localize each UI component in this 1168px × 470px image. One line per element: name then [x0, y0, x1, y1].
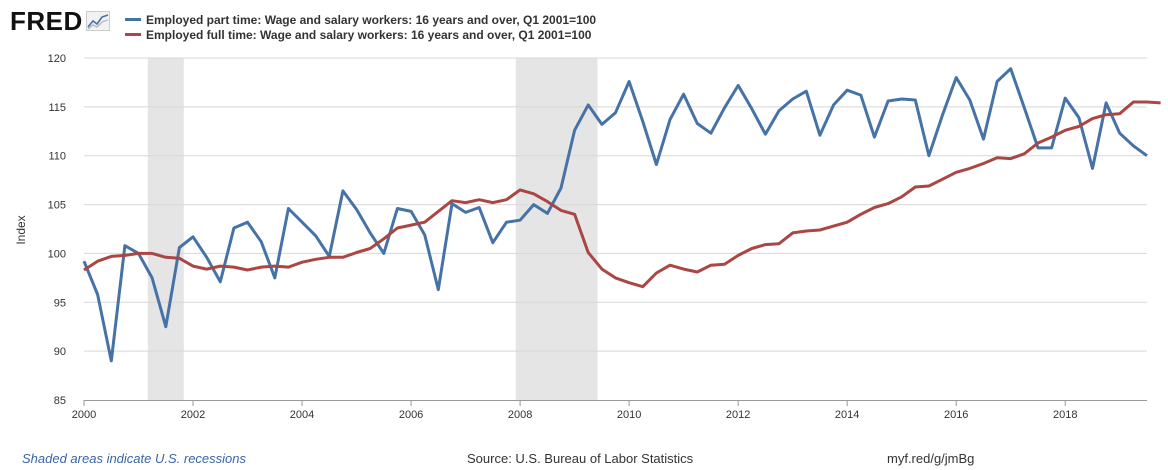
- x-tick-label: 2010: [617, 409, 641, 421]
- series-line-part-time: [82, 67, 1148, 363]
- recession-note: Shaded areas indicate U.S. recessions: [22, 451, 247, 466]
- y-tick-label: 100: [48, 248, 66, 260]
- fred-logo-text: FRED: [10, 5, 83, 36]
- recession-band-1: [147, 58, 184, 400]
- x-tick-label: 2006: [399, 409, 423, 421]
- x-tick-label: 2002: [181, 409, 205, 421]
- series-line-full-time: [83, 100, 1161, 289]
- x-tick-label: 2004: [290, 409, 314, 421]
- y-tick-label: 105: [48, 200, 66, 212]
- legend-swatch-full-time: [125, 33, 141, 36]
- series-lines: [82, 67, 1161, 363]
- fred-graph-icon: [85, 11, 110, 31]
- axes: 85 90 95 100 105 110 115 120 2000 2002 2004 2006 200…: [48, 53, 1147, 421]
- y-tick-label: 115: [48, 102, 66, 114]
- x-tick-label: 2012: [726, 409, 750, 421]
- fred-logo[interactable]: FRED: [10, 6, 110, 36]
- x-tick-label: 2008: [508, 409, 532, 421]
- y-tick-label: 85: [54, 395, 66, 407]
- gridlines: [84, 57, 1147, 352]
- y-tick-label: 110: [48, 151, 66, 163]
- x-tick-label: 2000: [72, 409, 96, 421]
- short-link[interactable]: myf.red/g/jmBg: [887, 451, 975, 466]
- legend-label-full-time: Employed full time: Wage and salary work…: [146, 27, 592, 42]
- y-tick-label: 90: [54, 346, 66, 358]
- legend-item-part-time: Employed part time: Wage and salary work…: [125, 12, 596, 27]
- x-tick-label: 2014: [835, 409, 859, 421]
- x-tick-label: 2016: [944, 409, 968, 421]
- recession-shading: [147, 58, 598, 400]
- source-note: Source: U.S. Bureau of Labor Statistics: [467, 451, 694, 466]
- y-tick-label: 95: [54, 297, 66, 309]
- x-tick-label: 2018: [1053, 409, 1077, 421]
- legend-label-part-time: Employed part time: Wage and salary work…: [146, 12, 597, 27]
- legend-swatch-part-time: [125, 18, 141, 21]
- legend-item-full-time: Employed full time: Wage and salary work…: [125, 27, 596, 42]
- legend: Employed part time: Wage and salary work…: [125, 12, 596, 42]
- y-tick-label: 120: [48, 53, 66, 65]
- y-axis-title: Index: [14, 215, 28, 244]
